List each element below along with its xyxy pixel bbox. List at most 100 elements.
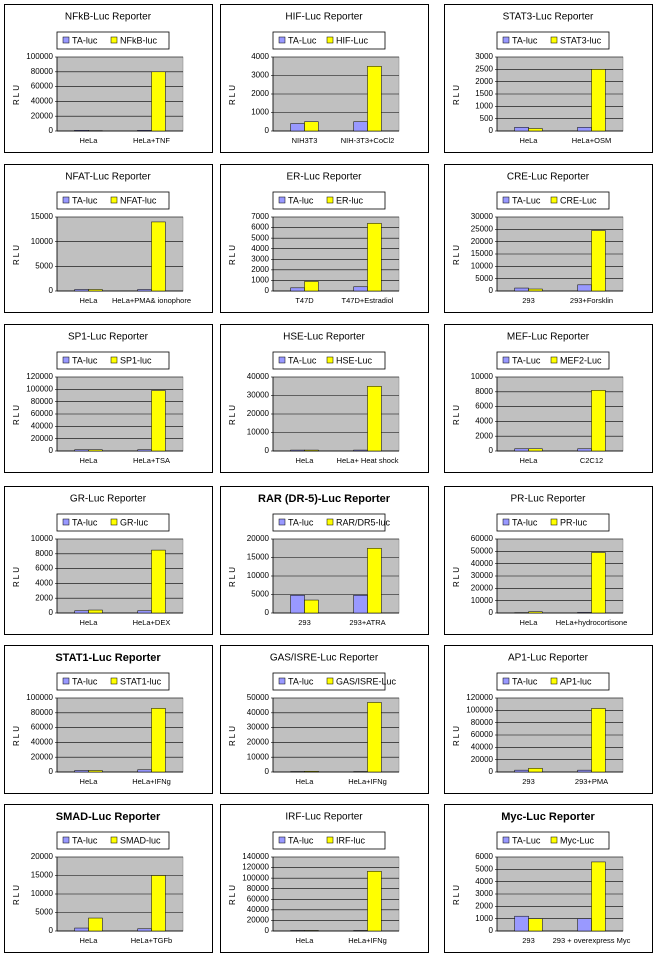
y-tick-label: 60000 [31, 82, 54, 91]
legend-label: TA-luc [72, 195, 98, 205]
chart: STAT3-Luc Reporter TA-luc STAT3-luc RLU 0 500… [452, 12, 624, 145]
y-tick-label: 2000 [251, 89, 269, 98]
y-axis-label: RLU [228, 243, 237, 265]
legend-swatch [110, 836, 118, 844]
y-tick-label: 60000 [31, 723, 54, 732]
x-tick-label: 293 + overexpress Myc [553, 936, 631, 945]
legend-swatch [62, 518, 70, 526]
y-tick-label: 20000 [31, 434, 54, 443]
y-axis-label: RLU [12, 565, 21, 587]
legend-label: TA-Luc [512, 195, 541, 205]
bar [591, 390, 606, 452]
chart-title: IRF-Luc Reporter [285, 812, 363, 823]
chart: NFkB-Luc Reporter TA-luc NFkB-luc RLU 0 20000… [12, 12, 184, 145]
y-tick-label: 30000 [471, 212, 494, 221]
chart: CRE-Luc Reporter TA-Luc CRE-Luc RLU 0 5000 100… [452, 172, 624, 305]
bar [353, 121, 368, 132]
legend-label: STAT3-luc [560, 35, 602, 45]
chart: SP1-Luc Reporter TA-luc SP1-luc RLU 0 20000 40… [12, 332, 184, 465]
y-tick-label: 5000 [35, 908, 53, 917]
bar [304, 599, 319, 614]
y-tick-label: 20000 [31, 111, 54, 120]
bar [290, 930, 305, 932]
bar [367, 702, 382, 773]
y-tick-label: 0 [265, 446, 270, 455]
legend-label: TA-luc [72, 835, 98, 845]
y-tick-label: 0 [489, 446, 494, 455]
y-tick-label: 10000 [31, 534, 54, 543]
legend-swatch [550, 836, 558, 844]
y-tick-label: 20000 [247, 534, 270, 543]
legend-swatch [550, 356, 558, 364]
y-tick-label: 6000 [475, 852, 493, 861]
x-tick-label: HeLa+IFNg [348, 777, 387, 786]
bar [74, 449, 89, 452]
x-tick-label: 293+Forsklin [570, 296, 613, 305]
y-tick-label: 15000 [31, 212, 54, 221]
chart-panel: STAT1-Luc Reporter TA-luc STAT1-luc RLU 0 200… [4, 645, 213, 794]
chart: Myc-Luc Reporter TA-Luc Myc-Luc RLU 0 1000 200… [452, 811, 631, 945]
x-tick-label: HeLa+PMA& ionophore [112, 296, 191, 305]
chart-panel: RAR (DR-5)-Luc Reporter TA-luc RAR/DR5-luc… [220, 486, 429, 635]
bar [74, 927, 89, 932]
bar [591, 552, 606, 614]
y-tick-label: 100000 [242, 873, 269, 882]
x-tick-label: HeLa [80, 936, 99, 945]
legend-label: ER-luc [336, 195, 364, 205]
bar [577, 448, 592, 452]
x-tick-label: HeLa+TNF [133, 136, 170, 145]
x-tick-label: HeLa+OSM [572, 136, 611, 145]
chart-panel: CRE-Luc Reporter TA-Luc CRE-Luc RLU 0 5000 100… [444, 164, 653, 313]
bar [290, 594, 305, 614]
x-tick-label: HeLa [80, 777, 99, 786]
bar [151, 875, 166, 932]
bar [74, 130, 89, 132]
chart: HSE-Luc Reporter TA-Luc HSE-Luc RLU 0 10000 20… [228, 332, 400, 465]
legend-swatch [278, 196, 286, 204]
legend-swatch [502, 36, 510, 44]
chart: GR-Luc Reporter TA-luc GR-luc RLU 0 2000 4000 6… [12, 494, 184, 627]
y-tick-label: 120000 [242, 863, 269, 872]
y-tick-label: 0 [489, 286, 494, 295]
y-axis-label: RLU [228, 724, 237, 746]
chart: NFAT-Luc Reporter TA-luc NFAT-luc RLU 0 5000 1… [12, 172, 191, 305]
chart-title: AP1-Luc Reporter [508, 653, 589, 664]
bar [304, 771, 319, 773]
x-tick-label: C2C12 [580, 456, 603, 465]
y-tick-label: 0 [265, 286, 270, 295]
legend-label: TA-luc [288, 676, 314, 686]
y-tick-label: 100000 [26, 693, 53, 702]
legend-label: Myc-Luc [560, 835, 595, 845]
chart-title: HIF-Luc Reporter [285, 12, 363, 23]
chart-panel: NFAT-Luc Reporter TA-luc NFAT-luc RLU 0 5000 1… [4, 164, 213, 313]
chart: MEF-Luc Reporter TA-Luc MEF2-Luc RLU 0 2000 40… [452, 332, 624, 465]
legend-label: NFkB-luc [120, 35, 158, 45]
y-tick-label: 140000 [242, 852, 269, 861]
bar [137, 449, 152, 452]
bar [151, 221, 166, 292]
legend-label: TA-luc [512, 517, 538, 527]
x-tick-label: HeLa [80, 618, 99, 627]
y-axis-label: RLU [228, 883, 237, 905]
y-axis-label: RLU [452, 724, 461, 746]
legend-swatch [326, 36, 334, 44]
bar [367, 223, 382, 292]
chart-title: Myc-Luc Reporter [501, 811, 595, 823]
y-tick-label: 40000 [247, 708, 270, 717]
y-axis-label: RLU [12, 83, 21, 105]
bar [367, 66, 382, 132]
legend-swatch [502, 677, 510, 685]
y-tick-label: 20000 [31, 852, 54, 861]
x-tick-label: 293 [298, 618, 311, 627]
bar [290, 449, 305, 452]
bar [577, 284, 592, 292]
chart-panel: STAT3-Luc Reporter TA-luc STAT3-luc RLU 0 500… [444, 4, 653, 153]
y-tick-label: 25000 [471, 224, 494, 233]
bar [137, 289, 152, 292]
y-tick-label: 5000 [475, 864, 493, 873]
y-tick-label: 60000 [247, 894, 270, 903]
chart-title: NFkB-Luc Reporter [65, 12, 152, 23]
bar [353, 594, 368, 614]
y-tick-label: 2000 [475, 901, 493, 910]
legend-label: HIF-Luc [336, 35, 369, 45]
